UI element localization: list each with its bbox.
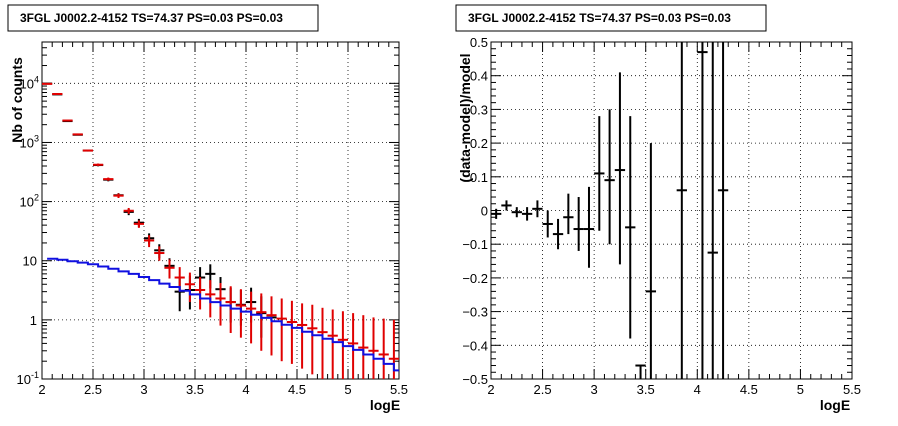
x-tick-label: 2 <box>487 382 494 397</box>
y-tick-label: 104 <box>20 74 39 91</box>
model-point <box>266 296 277 356</box>
model-point <box>164 259 175 279</box>
y-tick-label: −0.3 <box>462 305 488 320</box>
model-point <box>246 291 257 344</box>
model-point <box>144 235 155 248</box>
residual-point <box>717 42 729 379</box>
model-point <box>327 309 338 379</box>
x-tick-label: 3 <box>591 382 598 397</box>
y-tick-label: 0.2 <box>470 136 488 151</box>
residual-point <box>532 200 543 218</box>
residual-point <box>645 143 657 379</box>
residual-point <box>573 197 584 251</box>
x-tick-label: 2.5 <box>534 382 552 397</box>
y-tick-label: 0.4 <box>470 69 488 84</box>
residual-point <box>697 42 708 379</box>
residual-point <box>614 72 626 265</box>
residual-point <box>511 207 522 218</box>
chart-title: 3FGL J0002.2-4152 TS=74.37 PS=0.03 PS=0.… <box>20 11 283 25</box>
model-point <box>276 298 287 362</box>
residual-point <box>501 200 512 211</box>
y-tick-label: 10-1 <box>17 370 39 387</box>
model-point <box>62 119 73 122</box>
y-tick-label: 102 <box>20 193 39 210</box>
model-point <box>103 177 114 181</box>
x-tick-label: 5.5 <box>390 382 408 397</box>
residual-point <box>676 42 687 379</box>
x-tick-label: 4.5 <box>740 382 758 397</box>
model-point <box>52 93 63 96</box>
model-point <box>113 193 124 199</box>
residual-point <box>583 186 595 268</box>
model-point <box>235 289 246 338</box>
y-tick-label: −0.4 <box>462 338 488 353</box>
model-point <box>133 220 144 228</box>
model-point <box>368 317 379 379</box>
model-point <box>286 300 297 364</box>
x-tick-label: 2.5 <box>84 382 102 397</box>
model-point <box>297 303 308 369</box>
x-tick-label: 3.5 <box>186 382 204 397</box>
x-tick-label: 4 <box>694 382 701 397</box>
chart-panel-1: 3FGL J0002.2-4152 TS=74.37 PS=0.03 PS=0.… <box>7 4 408 413</box>
model-point <box>378 318 389 379</box>
model-point <box>42 82 53 85</box>
x-tick-label: 2 <box>38 382 45 397</box>
residual-point <box>491 208 502 219</box>
residual-point <box>635 364 646 379</box>
model-point <box>225 286 236 333</box>
x-tick-label: 5.5 <box>843 382 861 397</box>
x-axis-label: logE <box>370 397 400 413</box>
model-point <box>82 149 93 152</box>
residual-point <box>521 207 533 221</box>
chart-panel-2: 3FGL J0002.2-4152 TS=74.37 PS=0.03 PS=0.… <box>455 4 861 413</box>
model-point <box>358 315 369 379</box>
residual-point <box>625 116 636 339</box>
x-tick-label: 3.5 <box>637 382 655 397</box>
y-tick-label: 0 <box>481 204 488 219</box>
x-axis-label: logE <box>820 397 850 413</box>
x-tick-label: 4 <box>242 382 249 397</box>
y-tick-label: −0.5 <box>462 372 488 387</box>
y-tick-label: 10 <box>23 254 37 269</box>
model-point <box>184 272 195 303</box>
y-tick-label: 1 <box>30 313 37 328</box>
title-box <box>7 4 319 32</box>
residual-point <box>594 116 605 231</box>
residual-point <box>542 210 553 238</box>
model-point <box>307 304 318 375</box>
x-tick-label: 4.5 <box>288 382 306 397</box>
y-axis-label: (data-model)/model <box>457 53 473 182</box>
x-tick-label: 5 <box>797 382 804 397</box>
y-tick-label: 0.3 <box>470 102 488 117</box>
title-box <box>455 4 767 32</box>
y-tick-label: −0.2 <box>462 271 488 286</box>
model-point <box>93 163 104 166</box>
model-point <box>195 277 206 310</box>
x-tick-label: 5 <box>344 382 351 397</box>
y-tick-label: 0.1 <box>470 170 488 185</box>
plot-frame <box>41 41 400 380</box>
y-axis-label: Nb of counts <box>9 57 25 143</box>
model-point <box>317 307 328 379</box>
residual-point <box>707 42 718 379</box>
chart-title: 3FGL J0002.2-4152 TS=74.37 PS=0.03 PS=0.… <box>468 11 731 25</box>
y-tick-label: −0.1 <box>462 237 488 252</box>
residual-point <box>604 109 615 245</box>
residual-point <box>563 193 574 235</box>
model-point <box>256 293 267 351</box>
model-point <box>123 207 134 214</box>
y-tick-label: 103 <box>20 133 39 150</box>
model-point <box>72 133 83 136</box>
model-point <box>154 246 165 261</box>
residual-point <box>552 218 564 250</box>
series-background-model <box>47 257 399 372</box>
y-tick-label: 0.5 <box>470 35 488 50</box>
x-tick-label: 3 <box>140 382 147 397</box>
